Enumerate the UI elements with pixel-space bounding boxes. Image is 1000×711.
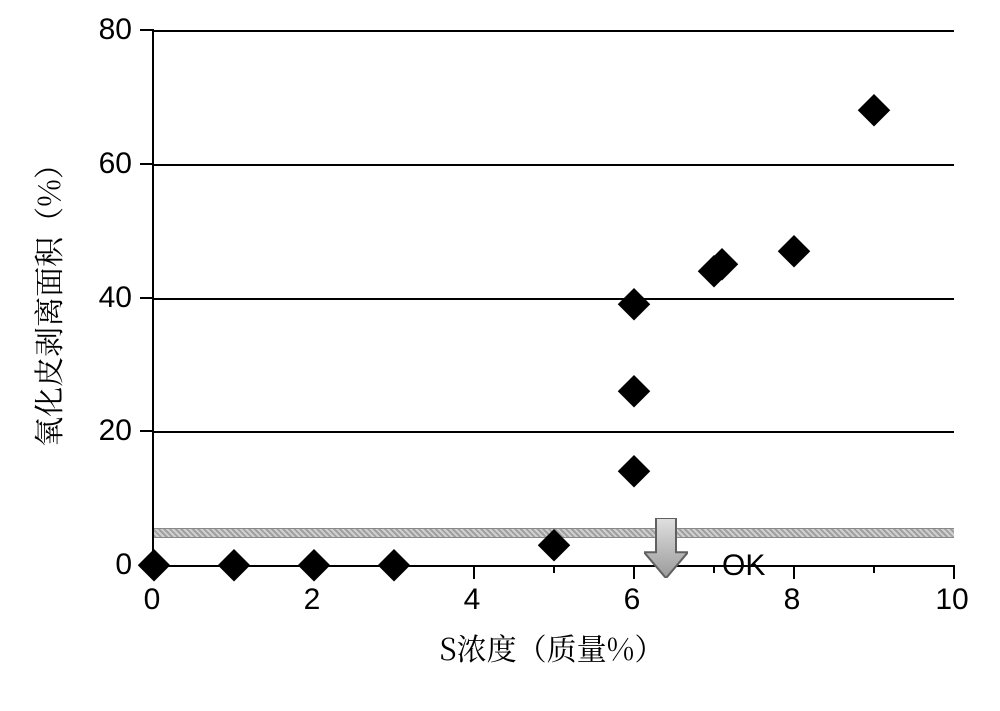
scatter-chart: OK 氧化皮剥离面积（%） S浓度（质量%） 0 20 40 60 80 0 2 4 6 8 10 [0,0,1000,711]
y-axis-label: 氧化皮剥离面积（%） [25,149,69,447]
y-tick-label: 80 [99,13,132,47]
data-marker [618,375,650,407]
y-tick-label: 40 [99,281,132,315]
y-tick-label: 0 [115,548,132,582]
x-axis-label: S浓度（质量%） [440,625,665,669]
x-tick-label: 2 [304,583,321,617]
data-marker [618,288,650,320]
data-marker [858,94,890,126]
gridline [154,30,954,32]
data-marker [778,235,810,267]
x-tick [793,565,795,579]
ok-label: OK [722,549,765,583]
y-tick [140,297,154,299]
x-tick-label: 6 [624,583,641,617]
data-marker [298,549,330,581]
x-tick [473,565,475,579]
gridline [154,431,954,433]
data-marker [378,549,410,581]
data-marker [218,549,250,581]
plot-area: OK [152,30,954,567]
gridline [154,164,954,166]
y-tick [140,29,154,31]
x-tick-label: 10 [935,583,968,617]
x-tick-label: 4 [464,583,481,617]
x-tick [953,565,955,579]
x-tick-label: 0 [144,583,161,617]
x-tick-label: 8 [784,583,801,617]
down-arrow-icon [644,518,688,578]
x-tick [633,565,635,579]
data-marker [618,455,650,487]
x-minor-tick [873,565,875,573]
y-tick-label: 20 [99,414,132,448]
x-minor-tick [553,565,555,573]
y-tick-label: 60 [99,147,132,181]
y-tick [140,163,154,165]
x-minor-tick [713,565,715,573]
data-marker [138,549,170,581]
y-tick [140,430,154,432]
gridline [154,298,954,300]
